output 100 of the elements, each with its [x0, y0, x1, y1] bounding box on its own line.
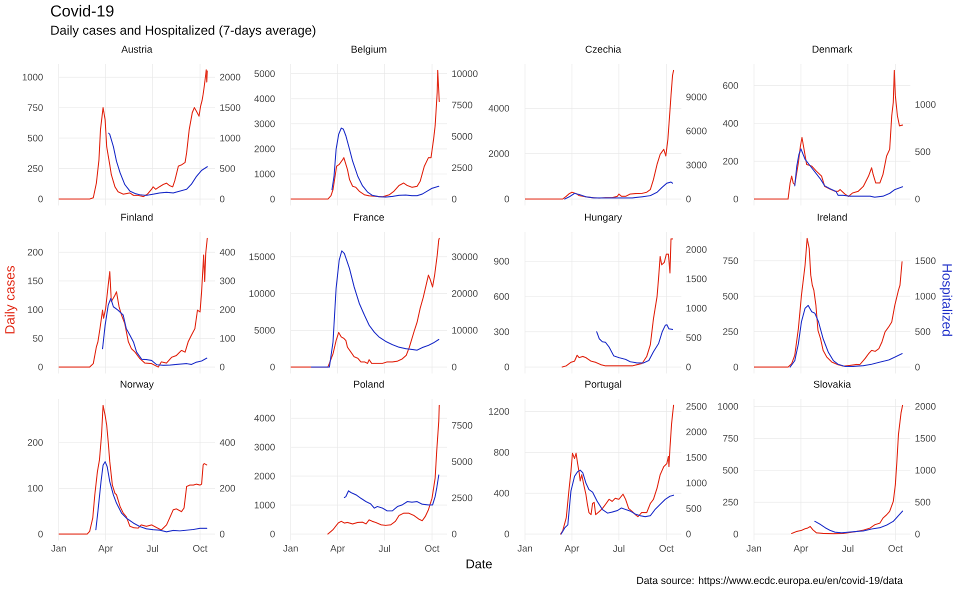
y-tick-label: 200 — [723, 158, 738, 165]
y2-tick-label: 2500 — [686, 402, 707, 410]
y2-tick-label: 1500 — [916, 257, 936, 264]
chart-title: Poland — [354, 380, 384, 388]
y-tick-label: 50 — [32, 334, 43, 342]
y-tick-label: 1200 — [489, 408, 510, 415]
y2-tick-label: 0 — [686, 530, 691, 538]
x-tick-label: Jan — [517, 545, 532, 552]
text: Daily cases and Hospitalized (7-days average) — [51, 25, 316, 38]
y2-tick-label: 2500 — [452, 164, 472, 172]
x-tick-label: Oct — [425, 545, 440, 552]
x-tick-label: Jan — [746, 545, 762, 552]
chart-title: Hungary — [585, 214, 622, 223]
y2-tick-label: 200 — [220, 484, 236, 492]
chart-title: Austria — [121, 45, 152, 53]
text: Covid-19 — [51, 4, 114, 17]
source-note: Data source: https://www.ecdc.europa.eu/en/covid-19/data — [637, 576, 903, 586]
line-series — [560, 470, 674, 535]
y-tick-label: 600 — [494, 293, 510, 300]
line-series — [560, 404, 674, 535]
y2-tick-label: 500 — [686, 505, 702, 512]
y-tick-label: 4000 — [254, 414, 275, 422]
y-tick-label: 0 — [734, 196, 738, 202]
y2-tick-label: 0 — [915, 530, 920, 538]
y2-tick-label: 2000 — [686, 428, 707, 436]
x-tick-label: Oct — [659, 545, 674, 552]
chart-title: Portugal — [585, 380, 622, 390]
x-tick-label: Apr — [330, 545, 345, 554]
y-tick-label: 0 — [504, 364, 510, 370]
y-tick-label: 0 — [38, 364, 43, 370]
y2-tick-label: 7500 — [452, 422, 472, 429]
x-tick-label: Apr — [564, 545, 580, 554]
y-tick-label: 250 — [723, 498, 738, 506]
y2-tick-label: 0 — [220, 530, 224, 538]
y2-tick-label: 0 — [686, 196, 691, 202]
y2-tick-label: 1000 — [916, 466, 936, 474]
y-tick-label: 250 — [723, 328, 738, 336]
y2-tick-label: 0 — [686, 364, 691, 370]
chart-title: France — [354, 214, 384, 221]
y2-tick-label: 1000 — [220, 134, 240, 142]
line-series — [790, 304, 903, 368]
line-series — [525, 70, 674, 200]
x-tick-label: Apr — [98, 545, 113, 554]
y2-tick-label: 500 — [915, 328, 930, 336]
line-series — [327, 404, 440, 535]
line-series — [58, 238, 208, 368]
y-tick-label: 4000 — [254, 95, 275, 102]
y2-tick-label: 1000 — [916, 292, 936, 300]
y2-tick-label: 30000 — [452, 253, 478, 260]
y-tick-label: 100 — [28, 306, 43, 313]
x-tick-label: Jan — [51, 545, 66, 552]
x-tick-label: Apr — [794, 545, 808, 554]
line-series — [754, 238, 903, 368]
line-series — [791, 404, 904, 534]
x-tick-label: Jul — [378, 545, 390, 552]
y-tick-label: 400 — [494, 490, 510, 497]
y2-tick-label: 1500 — [220, 104, 240, 111]
y2-tick-label: 0 — [452, 196, 456, 202]
y-tick-label: 0 — [38, 196, 43, 202]
y-tick-label: 5000 — [254, 326, 275, 334]
y-tick-label: 2000 — [254, 146, 275, 152]
chart-title: Slovakia — [814, 380, 852, 388]
y-tick-label: 0 — [270, 196, 275, 202]
y-tick-label: 0 — [270, 364, 275, 370]
y2-tick-label: 400 — [220, 248, 236, 256]
line-series — [331, 128, 440, 198]
y2-tick-label: 0 — [452, 364, 456, 370]
line-series — [754, 70, 904, 200]
y-tick-label: 150 — [28, 278, 43, 284]
y-tick-label: 5000 — [254, 70, 275, 78]
line-series — [310, 250, 440, 368]
x-tick-label: Jul — [146, 545, 158, 552]
y-tick-label: 750 — [28, 104, 43, 111]
x-tick-label: Jul — [612, 545, 624, 552]
y2-tick-label: 0 — [220, 196, 224, 202]
y2-tick-label: 5000 — [452, 458, 472, 465]
y2-tick-label: 1500 — [686, 276, 707, 282]
y-tick-label: 2000 — [488, 150, 510, 158]
y-tick-label: 250 — [28, 165, 43, 172]
y-tick-label: 1000 — [254, 502, 275, 508]
y-tick-label: 2000 — [254, 472, 275, 480]
y-tick-label: 1000 — [22, 74, 43, 81]
y2-tick-label: 2000 — [915, 403, 936, 410]
y-tick-label: 400 — [722, 120, 738, 127]
y-tick-label: 500 — [723, 466, 738, 474]
y-tick-label: 200 — [28, 248, 43, 256]
y-tick-label: 10000 — [249, 290, 275, 297]
y-tick-label: 800 — [494, 448, 510, 456]
line-series — [58, 404, 208, 535]
y2-tick-label: 300 — [220, 278, 236, 284]
y-tick-label: 500 — [723, 292, 738, 300]
y2-tick-label: 2000 — [220, 74, 240, 81]
y2-tick-label: 3000 — [686, 162, 707, 168]
y2-tick-label: 10000 — [452, 70, 478, 78]
y-tick-label: 0 — [504, 530, 510, 538]
text: Hospitalized — [940, 264, 952, 336]
y-tick-label: 4000 — [488, 104, 510, 112]
text: Daily cases — [4, 266, 18, 334]
y2-tick-label: 400 — [220, 439, 236, 446]
line-series — [102, 298, 208, 366]
